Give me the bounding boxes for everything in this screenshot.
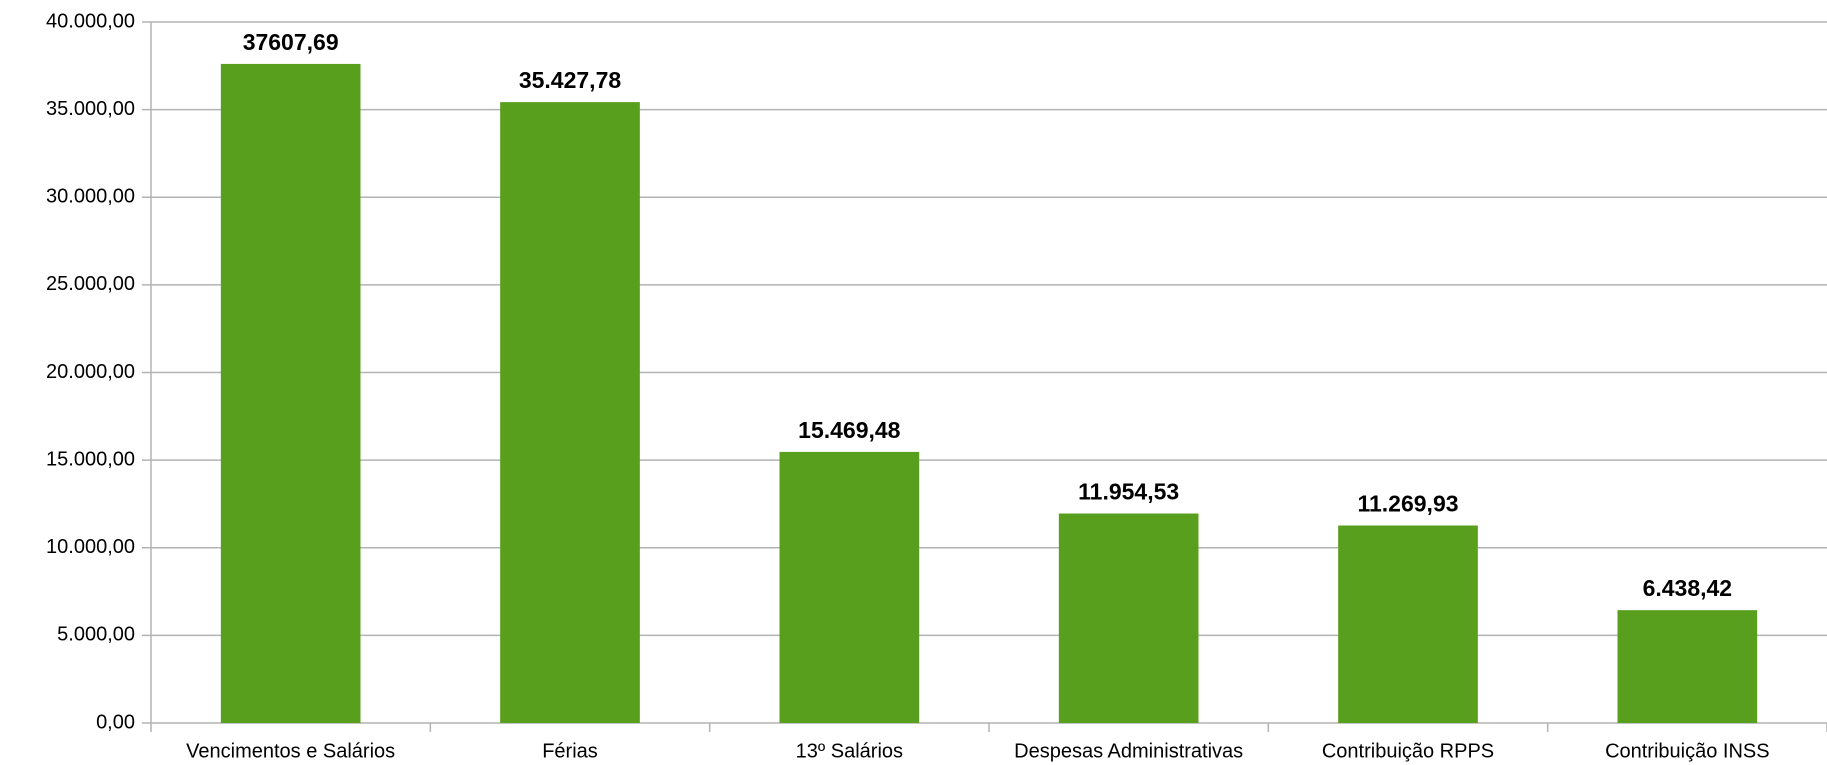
x-tick-label: Vencimentos e Salários [186, 740, 395, 762]
y-tick-label: 40.000,00 [46, 10, 135, 32]
x-tick-label: Contribuição RPPS [1322, 740, 1494, 762]
y-tick-label: 0,00 [96, 711, 135, 733]
value-label: 6.438,42 [1643, 575, 1733, 601]
bar [1617, 610, 1758, 723]
bar [1338, 525, 1478, 723]
value-label: 15.469,48 [798, 417, 901, 443]
value-label: 11.954,53 [1078, 479, 1179, 505]
value-label: 35.427,78 [519, 67, 622, 93]
y-tick-label: 35.000,00 [46, 98, 135, 120]
y-tick-label: 20.000,00 [46, 361, 135, 383]
value-label: 11.269,93 [1357, 491, 1458, 517]
x-tick-label: Férias [542, 740, 598, 762]
x-tick-label: 13º Salários [796, 740, 903, 762]
bar [1058, 513, 1199, 723]
x-tick-label: Despesas Administrativas [1014, 740, 1243, 762]
y-tick-label: 25.000,00 [46, 273, 135, 295]
x-tick-label: Contribuição INSS [1605, 740, 1770, 762]
y-tick-label: 10.000,00 [46, 536, 135, 558]
y-tick-label: 5.000,00 [57, 624, 135, 646]
y-tick-label: 30.000,00 [46, 186, 135, 208]
value-label: 37607,69 [243, 29, 339, 55]
bar [500, 102, 640, 723]
bar [220, 63, 361, 723]
y-tick-label: 15.000,00 [46, 448, 135, 470]
bar [779, 451, 920, 723]
